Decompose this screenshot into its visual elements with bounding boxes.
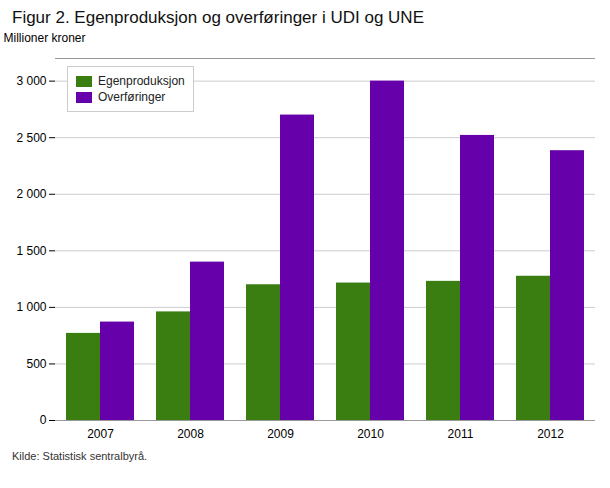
svg-text:3 000: 3 000: [16, 74, 46, 88]
svg-text:2 500: 2 500: [16, 131, 46, 145]
svg-text:1 500: 1 500: [16, 244, 46, 258]
html-text:Kilde: Statistisk sentralbyrå.: Kilde: Statistisk sentralbyrå.: [12, 450, 148, 462]
svg-text:Millioner kroner: Millioner kroner: [4, 31, 86, 45]
html-text:Overføringer: Overføringer: [98, 90, 166, 104]
html-text:Egenproduksjon: Egenproduksjon: [98, 74, 185, 88]
svg-text:2008: 2008: [177, 427, 204, 441]
svg-text:2010: 2010: [357, 427, 384, 441]
html-text:Figur 2. Egenproduksjon og ove: Figur 2. Egenproduksjon og overføringer …: [12, 8, 424, 27]
svg-text:1 000: 1 000: [16, 300, 46, 314]
svg-text:2011: 2011: [448, 427, 474, 441]
svg-text:2009: 2009: [267, 427, 294, 441]
svg-text:2007: 2007: [87, 427, 114, 441]
svg-text:2 000: 2 000: [16, 187, 46, 201]
svg-text:2012: 2012: [537, 427, 564, 441]
svg-text:0: 0: [40, 413, 47, 427]
svg-text:500: 500: [26, 357, 46, 371]
